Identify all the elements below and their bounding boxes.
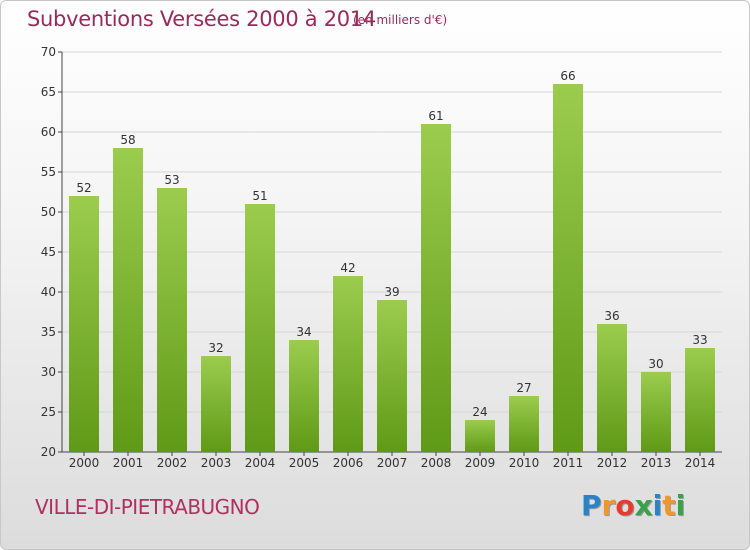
y-tick-label: 30 — [41, 365, 56, 379]
x-tick-label: 2009 — [465, 456, 496, 470]
bar — [509, 396, 539, 452]
bar — [553, 84, 583, 452]
bar — [685, 348, 715, 452]
x-tick-label: 2014 — [685, 456, 716, 470]
x-tick-label: 2010 — [509, 456, 540, 470]
data-label: 39 — [384, 285, 399, 299]
bar — [157, 188, 187, 452]
x-tick-label: 2000 — [69, 456, 100, 470]
bar — [113, 148, 143, 452]
x-tick-label: 2011 — [553, 456, 584, 470]
commune-name: VILLE-DI-PIETRABUGNO — [35, 495, 260, 519]
bar — [597, 324, 627, 452]
x-tick-label: 2001 — [113, 456, 144, 470]
y-tick-label: 60 — [41, 125, 56, 139]
chart-unit-subtitle: (en milliers d'€) — [353, 13, 448, 27]
bar — [377, 300, 407, 452]
x-tick-label: 2003 — [201, 456, 232, 470]
proxiti-logo: Proxiti — [581, 489, 685, 522]
data-label: 61 — [428, 109, 443, 123]
bar — [69, 196, 99, 452]
logo-letter: P — [581, 489, 602, 522]
x-tick-label: 2007 — [377, 456, 408, 470]
data-label: 24 — [472, 405, 487, 419]
x-tick-label: 2008 — [421, 456, 452, 470]
logo-letter: t — [662, 489, 676, 522]
y-tick-label: 50 — [41, 205, 56, 219]
bar — [421, 124, 451, 452]
logo-letter: r — [601, 489, 616, 522]
labels: 2000 52 2001 58 2002 53 2003 32 2004 51 2005 34 2006… — [69, 69, 716, 470]
data-label: 52 — [76, 181, 91, 195]
bar — [641, 372, 671, 452]
data-label: 32 — [208, 341, 223, 355]
x-tick-label: 2002 — [157, 456, 188, 470]
y-tick-label: 20 — [41, 445, 56, 459]
bar — [333, 276, 363, 452]
bar — [201, 356, 231, 452]
data-label: 27 — [516, 381, 531, 395]
data-label: 53 — [164, 173, 179, 187]
bars — [69, 84, 715, 452]
data-label: 51 — [252, 189, 267, 203]
data-label: 66 — [560, 69, 575, 83]
data-label: 34 — [296, 325, 311, 339]
y-tick-label: 70 — [41, 45, 56, 59]
y-tick-label: 65 — [41, 85, 56, 99]
bar — [465, 420, 495, 452]
bar — [289, 340, 319, 452]
data-label: 36 — [604, 309, 619, 323]
logo-letter: i — [652, 489, 663, 522]
y-tick-label: 25 — [41, 405, 56, 419]
logo-letter: o — [615, 489, 635, 522]
logo-letter: i — [675, 489, 686, 522]
x-tick-label: 2006 — [333, 456, 364, 470]
bar — [245, 204, 275, 452]
data-label: 58 — [120, 133, 135, 147]
y-tick-label: 40 — [41, 285, 56, 299]
chart-title: Subventions Versées 2000 à 2014 — [27, 7, 376, 31]
y-tick-label: 35 — [41, 325, 56, 339]
logo-letter: x — [634, 489, 653, 522]
x-tick-label: 2005 — [289, 456, 320, 470]
data-label: 30 — [648, 357, 663, 371]
y-tick-label: 55 — [41, 165, 56, 179]
y-tick-label: 45 — [41, 245, 56, 259]
x-tick-label: 2012 — [597, 456, 628, 470]
data-label: 42 — [340, 261, 355, 275]
x-tick-label: 2013 — [641, 456, 672, 470]
data-label: 33 — [692, 333, 707, 347]
x-tick-label: 2004 — [245, 456, 276, 470]
